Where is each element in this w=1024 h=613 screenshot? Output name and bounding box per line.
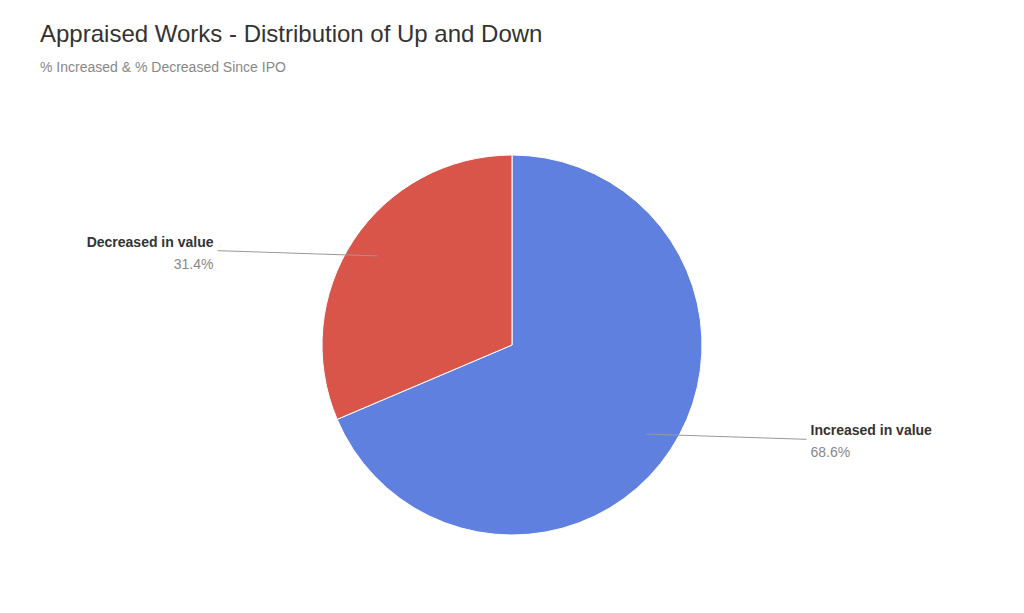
data-label: 68.6% xyxy=(811,444,851,460)
leader-line xyxy=(218,251,378,256)
slice-label: Increased in value xyxy=(811,422,933,438)
data-label: 31.4% xyxy=(174,256,214,272)
pie xyxy=(322,155,702,535)
slice-label: Decreased in value xyxy=(87,234,214,250)
subtitle: % Increased & % Decreased Since IPO xyxy=(40,59,286,75)
leader-line xyxy=(647,434,807,439)
annotations: Increased in value 68.6% Decreased in valu… xyxy=(87,234,932,461)
title: Appraised Works - Distribution of Up and… xyxy=(40,20,542,47)
slice xyxy=(322,155,512,419)
chart-root: Appraised Works - Distribution of Up and… xyxy=(0,0,1024,613)
